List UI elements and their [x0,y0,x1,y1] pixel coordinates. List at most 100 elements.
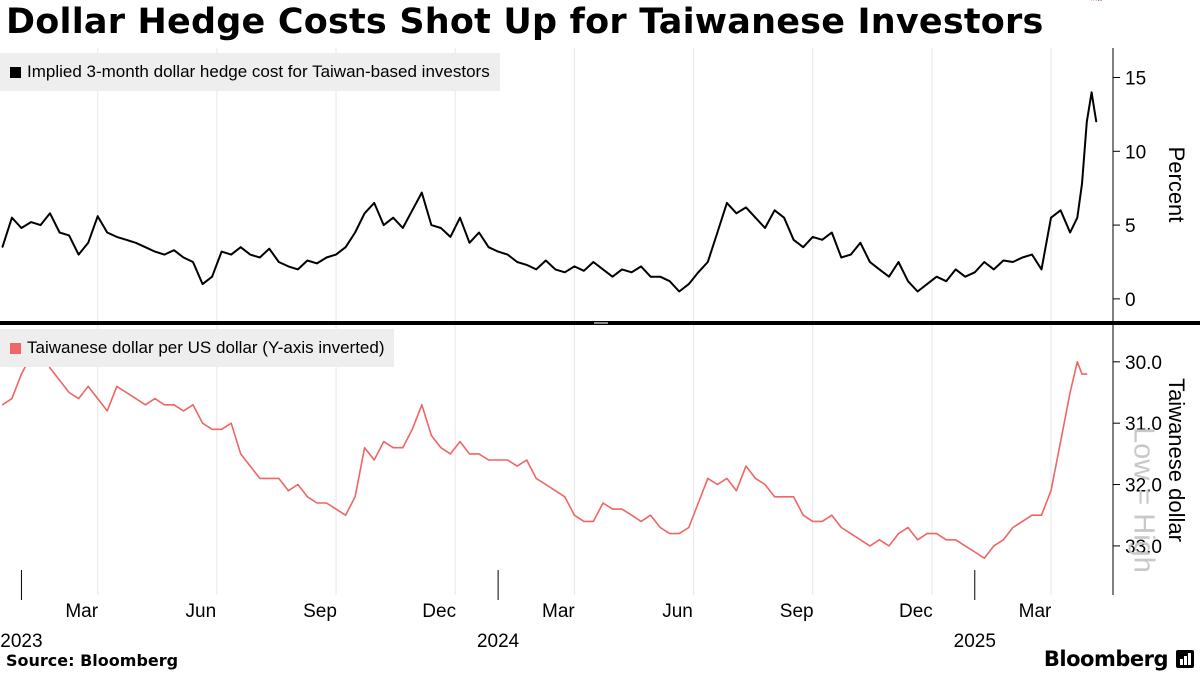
data-point [564,496,566,498]
data-point [526,264,528,266]
bloomberg-badge-icon [1176,650,1194,668]
data-point [97,398,99,400]
x-tick-label: Jun [186,601,217,622]
data-point [287,265,289,267]
data-point [669,280,671,282]
data-point [955,268,957,270]
data-point [840,526,842,529]
data-point [11,398,13,400]
data-point [49,212,51,214]
data-point [402,447,404,449]
data-point [97,215,99,217]
data-point [59,379,61,381]
data-point [945,539,947,541]
data-point [144,404,146,406]
data-point [478,231,480,234]
data-point [583,520,585,523]
data-point [545,483,547,486]
data-point [173,249,175,251]
data-point [611,508,614,510]
data-point [1093,0,1095,1]
data-point [907,280,909,282]
data-point [812,520,814,523]
data-point [468,453,471,455]
data-point [20,373,22,375]
data-point [1076,361,1078,363]
chart-title: Dollar Hedge Costs Shot Up for Taiwanese… [6,2,1044,42]
data-point [1040,268,1043,270]
data-point [545,259,547,262]
data-point [697,502,699,504]
data-point [869,545,871,547]
data-point [716,483,719,486]
data-point [297,483,299,486]
x-tick-label: Dec [422,601,456,622]
x-tick-label: Mar [1019,601,1052,622]
data-point [621,268,623,270]
data-point [774,209,776,211]
data-point [1069,391,1071,394]
data-point [802,246,804,248]
data-point [783,217,785,219]
data-point [230,254,232,256]
data-point [364,447,366,449]
data-point [306,496,308,498]
data-point [669,533,671,535]
data-point [182,256,185,259]
data-point [1040,514,1043,516]
data-point [354,231,356,234]
data-point [516,261,518,263]
data-point [955,539,957,541]
data-point [745,206,747,208]
data-point [163,254,165,256]
data-point [707,477,709,479]
data-point [325,502,328,504]
data-point [745,465,747,467]
data-point [259,477,261,479]
data-point [39,224,42,226]
data-point [907,526,909,529]
data-point [735,490,738,492]
data-point [726,202,728,204]
legend-label-twd: Taiwanese dollar per US dollar (Y-axis i… [27,338,385,357]
data-point [59,231,61,234]
data-point [812,236,814,238]
data-point [135,398,137,400]
data-point [1012,526,1014,529]
data-point [335,254,337,256]
data-point [964,545,966,547]
data-point [735,212,738,214]
data-point [678,533,680,535]
data-point [202,283,204,285]
data-point [1095,121,1097,123]
data-point [1002,259,1005,262]
data-point [297,268,299,270]
data-point [364,212,366,214]
y-tick-label: 15 [1125,69,1146,90]
data-point [125,391,127,394]
data-point [926,533,928,535]
y-tick-label: 32.0 [1125,476,1162,497]
data-point [49,367,51,369]
data-point [1091,91,1093,93]
data-point [602,268,604,270]
data-point [278,261,280,263]
data-point [821,520,823,523]
data-point [459,217,461,219]
data-point [707,261,709,263]
data-point [30,221,32,223]
series-line-1 [1,342,1087,559]
divider-handle-icon [594,322,608,324]
data-point [182,410,185,412]
data-point [650,514,652,516]
x-tick-label: Jun [662,601,693,622]
data-point [688,283,690,285]
data-point [774,496,776,498]
data-point [583,270,585,272]
data-point [878,268,881,270]
data-point [78,398,80,400]
data-point [983,261,985,263]
data-point [383,224,385,226]
data-point [221,428,223,430]
